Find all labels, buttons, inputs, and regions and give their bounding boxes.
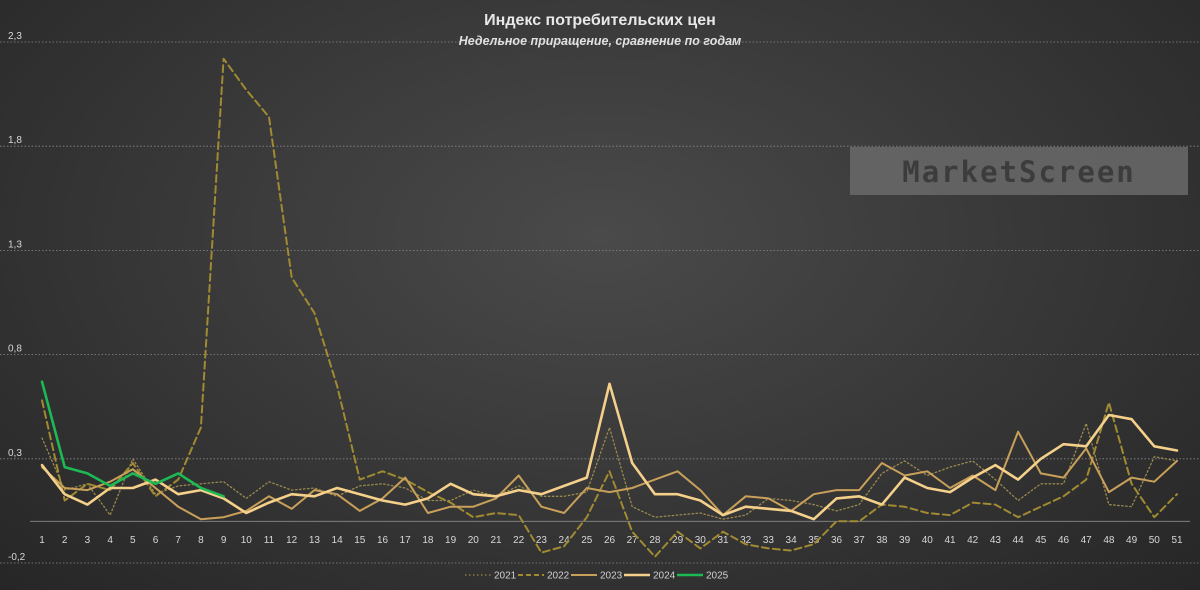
legend-label-2025: 2025 [706,571,729,582]
x-tick-label: 32 [740,535,752,546]
x-tick-label: 13 [309,535,321,546]
x-tick-label: 10 [241,535,253,546]
x-tick-label: 3 [85,535,91,546]
x-tick-label: 5 [130,535,136,546]
y-tick-label: -0,2 [8,552,26,563]
chart-subtitle: Недельное приращение, сравнение по годам [459,34,742,48]
y-tick-label: 0,3 [8,448,22,459]
x-tick-label: 47 [1081,535,1093,546]
x-tick-label: 15 [354,535,366,546]
x-tick-label: 1 [39,535,45,546]
x-tick-label: 27 [627,535,639,546]
legend-label-2021: 2021 [494,571,517,582]
x-tick-label: 24 [559,535,571,546]
x-tick-label: 41 [944,535,956,546]
x-tick-label: 40 [922,535,934,546]
x-tick-label: 37 [854,535,866,546]
y-tick-label: 2,3 [8,31,22,42]
chart-title: Индекс потребительских цен [484,12,716,29]
x-tick-label: 50 [1149,535,1161,546]
x-tick-label: 18 [422,535,434,546]
x-tick-label: 14 [332,535,344,546]
x-tick-label: 16 [377,535,389,546]
x-tick-label: 28 [649,535,661,546]
watermark: MarketScreen [850,147,1188,195]
x-tick-label: 21 [490,535,502,546]
y-tick-label: 1,8 [8,135,22,146]
x-tick-label: 45 [1035,535,1047,546]
x-tick-label: 4 [107,535,113,546]
x-tick-label: 33 [763,535,775,546]
series-line-2022 [41,57,1178,558]
x-tick-label: 17 [400,535,412,546]
watermark-text: MarketScreen [902,155,1136,189]
x-tick-label: 42 [967,535,979,546]
x-tick-label: 44 [1013,535,1025,546]
legend-label-2022: 2022 [547,571,570,582]
x-tick-label: 35 [808,535,820,546]
x-tick-label: 38 [876,535,888,546]
x-tick-label: 22 [513,535,525,546]
x-tick-label: 2 [62,535,68,546]
series-lines [40,57,1179,558]
x-tick-label: 48 [1103,535,1115,546]
x-tick-label: 30 [695,535,707,546]
y-axis-ticks: -0,2 0,3 0,8 1,3 1,8 2,3 [8,31,26,563]
x-tick-label: 43 [990,535,1002,546]
x-tick-label: 46 [1058,535,1070,546]
x-tick-label: 36 [831,535,843,546]
x-tick-label: 19 [445,535,457,546]
y-tick-label: 0,8 [8,344,22,355]
series-line-2025 [40,380,225,498]
x-tick-label: 51 [1171,535,1183,546]
x-axis-ticks: 1 2 3 4 5 6 7 8 9 10 11 12 13 14 15 16 17 18 19 20 21 22 23 24 2… [39,535,1183,546]
legend: 2021 2022 2023 2024 2025 [465,571,729,582]
x-tick-label: 8 [198,535,204,546]
grid-lines [0,41,1200,564]
x-tick-label: 29 [672,535,684,546]
x-tick-label: 39 [899,535,911,546]
x-tick-label: 6 [153,535,159,546]
x-tick-label: 20 [468,535,480,546]
series-line-2024 [40,382,1179,521]
x-tick-label: 12 [286,535,298,546]
series-line-2023 [41,430,1178,521]
series-line-2021 [41,422,1178,520]
x-tick-label: 7 [175,535,181,546]
x-tick-label: 26 [604,535,616,546]
x-tick-label: 23 [536,535,548,546]
x-tick-label: 49 [1126,535,1138,546]
legend-label-2024: 2024 [653,571,676,582]
x-tick-label: 34 [786,535,798,546]
x-tick-label: 25 [581,535,593,546]
x-tick-label: 31 [717,535,729,546]
legend-label-2023: 2023 [600,571,623,582]
y-tick-label: 1,3 [8,239,22,250]
x-tick-label: 9 [221,535,227,546]
x-tick-label: 11 [264,535,275,546]
